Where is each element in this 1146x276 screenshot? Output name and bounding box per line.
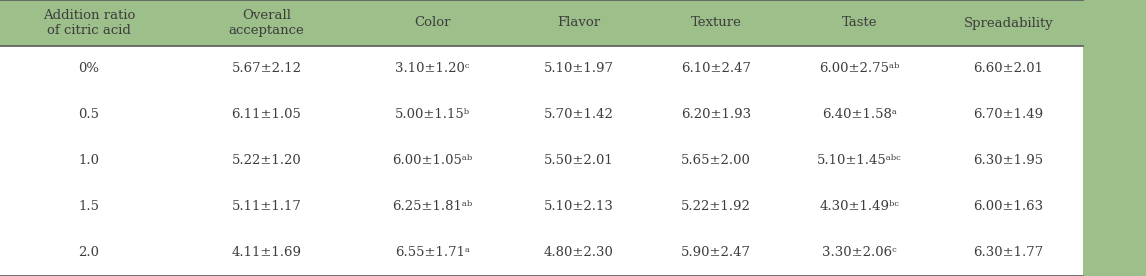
Text: 6.00±2.75ᵃᵇ: 6.00±2.75ᵃᵇ — [819, 62, 900, 76]
Bar — [0, 0, 1083, 46]
Text: 5.22±1.92: 5.22±1.92 — [682, 200, 751, 214]
Text: 5.11±1.17: 5.11±1.17 — [231, 200, 301, 214]
Text: 3.10±1.20ᶜ: 3.10±1.20ᶜ — [395, 62, 470, 76]
Text: 1.0: 1.0 — [78, 155, 100, 168]
Text: 6.30±1.95: 6.30±1.95 — [973, 155, 1044, 168]
Text: 2.0: 2.0 — [78, 246, 100, 259]
Text: Color: Color — [415, 17, 450, 30]
Text: 5.00±1.15ᵇ: 5.00±1.15ᵇ — [395, 108, 470, 121]
Text: 5.50±2.01: 5.50±2.01 — [544, 155, 613, 168]
Text: Overall
acceptance: Overall acceptance — [228, 9, 305, 37]
Text: 5.65±2.00: 5.65±2.00 — [682, 155, 751, 168]
Text: 6.40±1.58ᵃ: 6.40±1.58ᵃ — [822, 108, 897, 121]
Text: Flavor: Flavor — [557, 17, 601, 30]
Text: 6.00±1.63: 6.00±1.63 — [973, 200, 1044, 214]
Text: 5.22±1.20: 5.22±1.20 — [231, 155, 301, 168]
Text: 6.30±1.77: 6.30±1.77 — [973, 246, 1044, 259]
Text: 0%: 0% — [78, 62, 100, 76]
Text: 6.10±2.47: 6.10±2.47 — [681, 62, 752, 76]
Text: 5.10±1.97: 5.10±1.97 — [543, 62, 614, 76]
Text: 6.70±1.49: 6.70±1.49 — [973, 108, 1044, 121]
Text: 1.5: 1.5 — [78, 200, 100, 214]
Text: Spreadability: Spreadability — [964, 17, 1053, 30]
Text: 6.11±1.05: 6.11±1.05 — [231, 108, 301, 121]
Text: 5.70±1.42: 5.70±1.42 — [544, 108, 613, 121]
Text: 6.25±1.81ᵃᵇ: 6.25±1.81ᵃᵇ — [392, 200, 473, 214]
Text: 5.10±2.13: 5.10±2.13 — [544, 200, 613, 214]
Text: 6.20±1.93: 6.20±1.93 — [681, 108, 752, 121]
Text: 6.55±1.71ᵃ: 6.55±1.71ᵃ — [395, 246, 470, 259]
Text: Addition ratio
of citric acid: Addition ratio of citric acid — [42, 9, 135, 37]
Text: 6.60±2.01: 6.60±2.01 — [973, 62, 1044, 76]
Text: 6.00±1.05ᵃᵇ: 6.00±1.05ᵃᵇ — [392, 155, 473, 168]
Text: Texture: Texture — [691, 17, 741, 30]
Text: 5.10±1.45ᵃᵇᶜ: 5.10±1.45ᵃᵇᶜ — [817, 155, 902, 168]
Text: 5.67±2.12: 5.67±2.12 — [231, 62, 301, 76]
Text: 3.30±2.06ᶜ: 3.30±2.06ᶜ — [822, 246, 897, 259]
Text: 5.90±2.47: 5.90±2.47 — [681, 246, 752, 259]
Text: Taste: Taste — [842, 17, 877, 30]
Text: 0.5: 0.5 — [78, 108, 100, 121]
Bar — [0, 46, 1083, 276]
Text: 4.30±1.49ᵇᶜ: 4.30±1.49ᵇᶜ — [819, 200, 900, 214]
Text: 4.80±2.30: 4.80±2.30 — [544, 246, 613, 259]
Text: 4.11±1.69: 4.11±1.69 — [231, 246, 301, 259]
